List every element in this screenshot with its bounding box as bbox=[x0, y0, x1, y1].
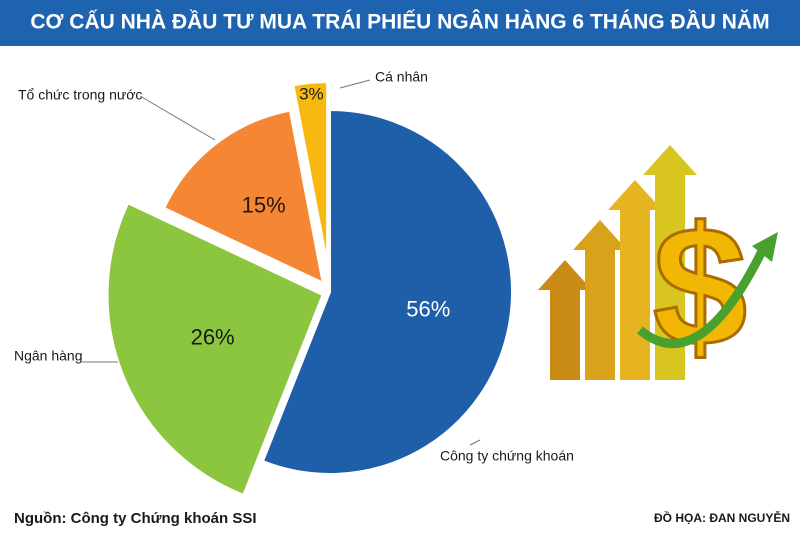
leader-line bbox=[339, 79, 371, 89]
value-label: 15% bbox=[242, 192, 286, 217]
leader-line bbox=[469, 439, 481, 446]
pie-slice bbox=[261, 108, 513, 475]
value-label: 3% bbox=[299, 84, 324, 103]
value-label: 26% bbox=[191, 324, 235, 349]
pie-slice bbox=[292, 81, 329, 263]
leader-line bbox=[139, 95, 216, 141]
value-label: 56% bbox=[406, 297, 450, 322]
category-label: Tổ chức trong nước bbox=[18, 87, 142, 103]
credit: ĐỒ HỌA: ĐAN NGUYỄN bbox=[654, 510, 790, 525]
title-bar bbox=[0, 0, 800, 46]
source: Nguồn: Công ty Chứng khoán SSI bbox=[14, 510, 257, 527]
decoration: $ bbox=[538, 145, 778, 383]
chart-title: CƠ CẤU NHÀ ĐẦU TƯ MUA TRÁI PHIẾU NGÂN HÀ… bbox=[30, 10, 769, 34]
category-label: Công ty chứng khoán bbox=[440, 448, 574, 464]
pie-slice bbox=[106, 202, 324, 497]
category-label: Cá nhân bbox=[375, 69, 428, 85]
category-label: Ngân hàng bbox=[14, 348, 83, 364]
pie-slice bbox=[162, 109, 324, 285]
svg-text:$: $ bbox=[653, 192, 748, 382]
